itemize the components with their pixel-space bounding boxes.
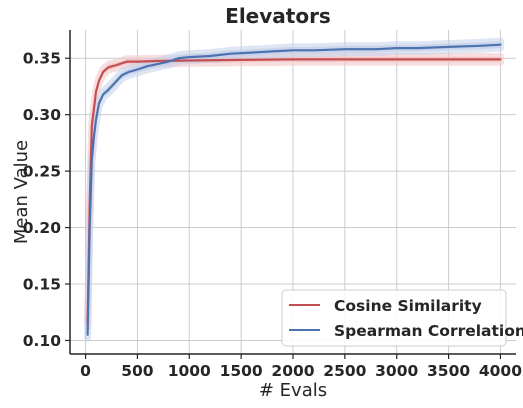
x-tick-label: 4000	[479, 362, 522, 380]
legend: Cosine Similarity Spearman Correlation	[281, 289, 523, 347]
grid-lines	[70, 30, 516, 354]
band-cosine-similarity	[84, 53, 504, 330]
legend-frame	[281, 289, 507, 347]
x-tick-label: 2500	[323, 362, 366, 380]
x-tick-label: 3000	[375, 362, 418, 380]
ticks: 0 500 1000 1500 2000 2500 3000 3500 4000 0.10 0.15…	[23, 50, 522, 380]
chart-title: Elevators	[225, 4, 331, 28]
x-tick-label: 500	[121, 362, 154, 380]
x-tick-label: 2000	[271, 362, 314, 380]
x-axis-label: # Evals	[259, 380, 327, 401]
legend-label-cosine-similarity: Cosine Similarity	[334, 297, 482, 315]
y-tick-label: 0.10	[23, 332, 61, 350]
y-tick-label: 0.15	[23, 276, 61, 294]
y-tick-label: 0.30	[23, 106, 61, 124]
x-tick-label: 1000	[168, 362, 211, 380]
series-line-spearman-correlation	[86, 43, 502, 336]
y-axis-label: Mean Value	[11, 140, 32, 244]
y-tick-label: 0.20	[23, 219, 61, 237]
x-tick-label: 3500	[427, 362, 470, 380]
series-line-cosine-similarity	[86, 58, 502, 325]
y-tick-label: 0.35	[23, 50, 61, 68]
legend-label-spearman-correlation: Spearman Correlation	[334, 322, 523, 340]
x-tick-label: 0	[80, 362, 91, 380]
y-tick-label: 0.25	[23, 163, 61, 181]
series-lines	[86, 43, 502, 336]
x-tick-label: 1500	[220, 362, 263, 380]
